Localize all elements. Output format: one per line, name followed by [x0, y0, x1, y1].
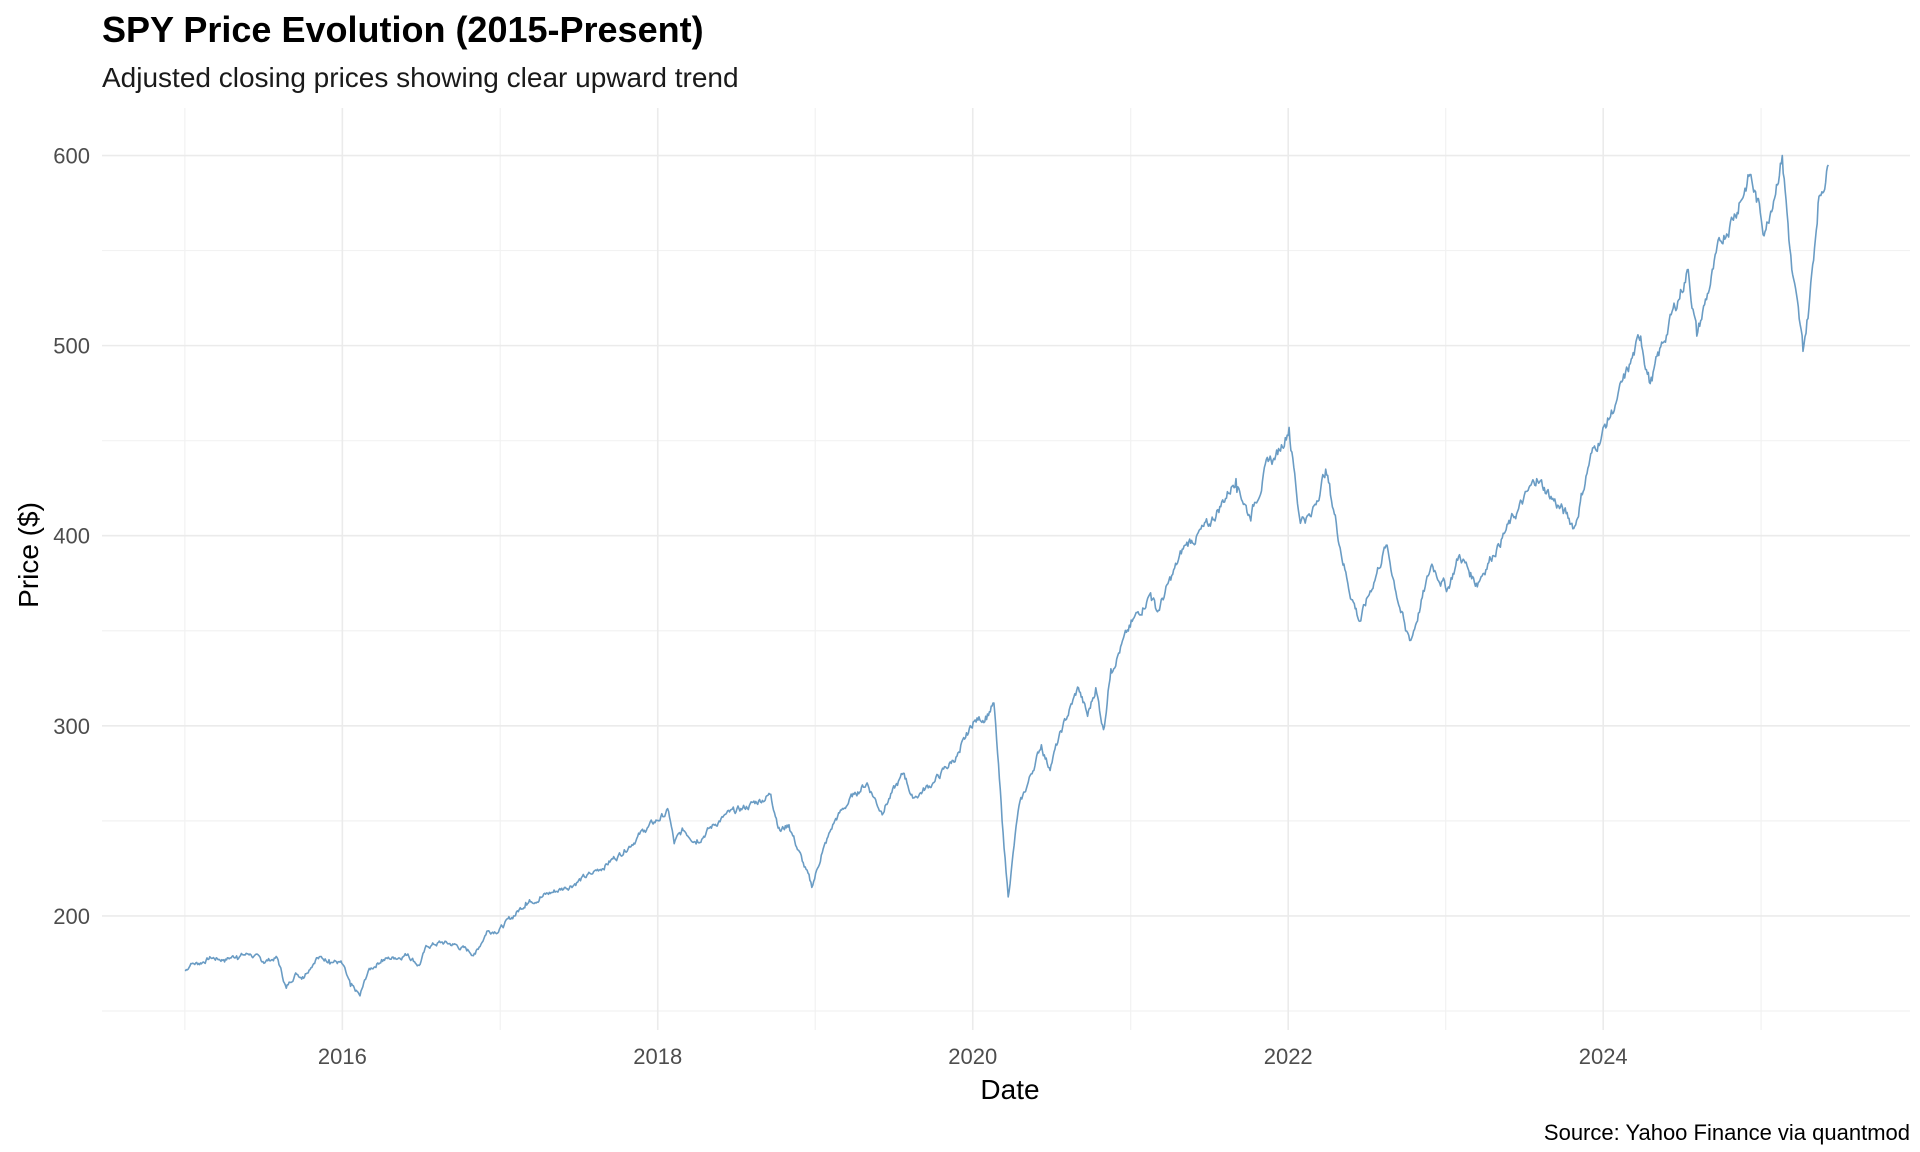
x-tick-label: 2020 — [948, 1044, 997, 1069]
x-tick-label: 2022 — [1264, 1044, 1313, 1069]
y-tick-label: 400 — [53, 524, 90, 549]
chart-subtitle: Adjusted closing prices showing clear up… — [102, 62, 739, 93]
x-tick-label: 2016 — [318, 1044, 367, 1069]
y-axis-ticks: 200 300 400 500 600 — [53, 144, 90, 929]
y-tick-label: 600 — [53, 144, 90, 169]
chart-title: SPY Price Evolution (2015-Present) — [102, 9, 704, 50]
series-layer — [184, 154, 1830, 997]
y-tick-label: 300 — [53, 714, 90, 739]
x-tick-label: 2018 — [633, 1044, 682, 1069]
grid — [102, 108, 1910, 1030]
y-tick-label: 200 — [53, 904, 90, 929]
x-axis-title: Date — [980, 1074, 1039, 1105]
price-line — [184, 154, 1830, 997]
x-tick-label: 2024 — [1579, 1044, 1628, 1069]
y-axis-title: Price ($) — [13, 502, 44, 608]
chart-caption: Source: Yahoo Finance via quantmod — [1544, 1120, 1910, 1145]
x-axis-ticks: 2016 2018 2020 2022 2024 — [318, 1044, 1628, 1069]
y-tick-label: 500 — [53, 334, 90, 359]
